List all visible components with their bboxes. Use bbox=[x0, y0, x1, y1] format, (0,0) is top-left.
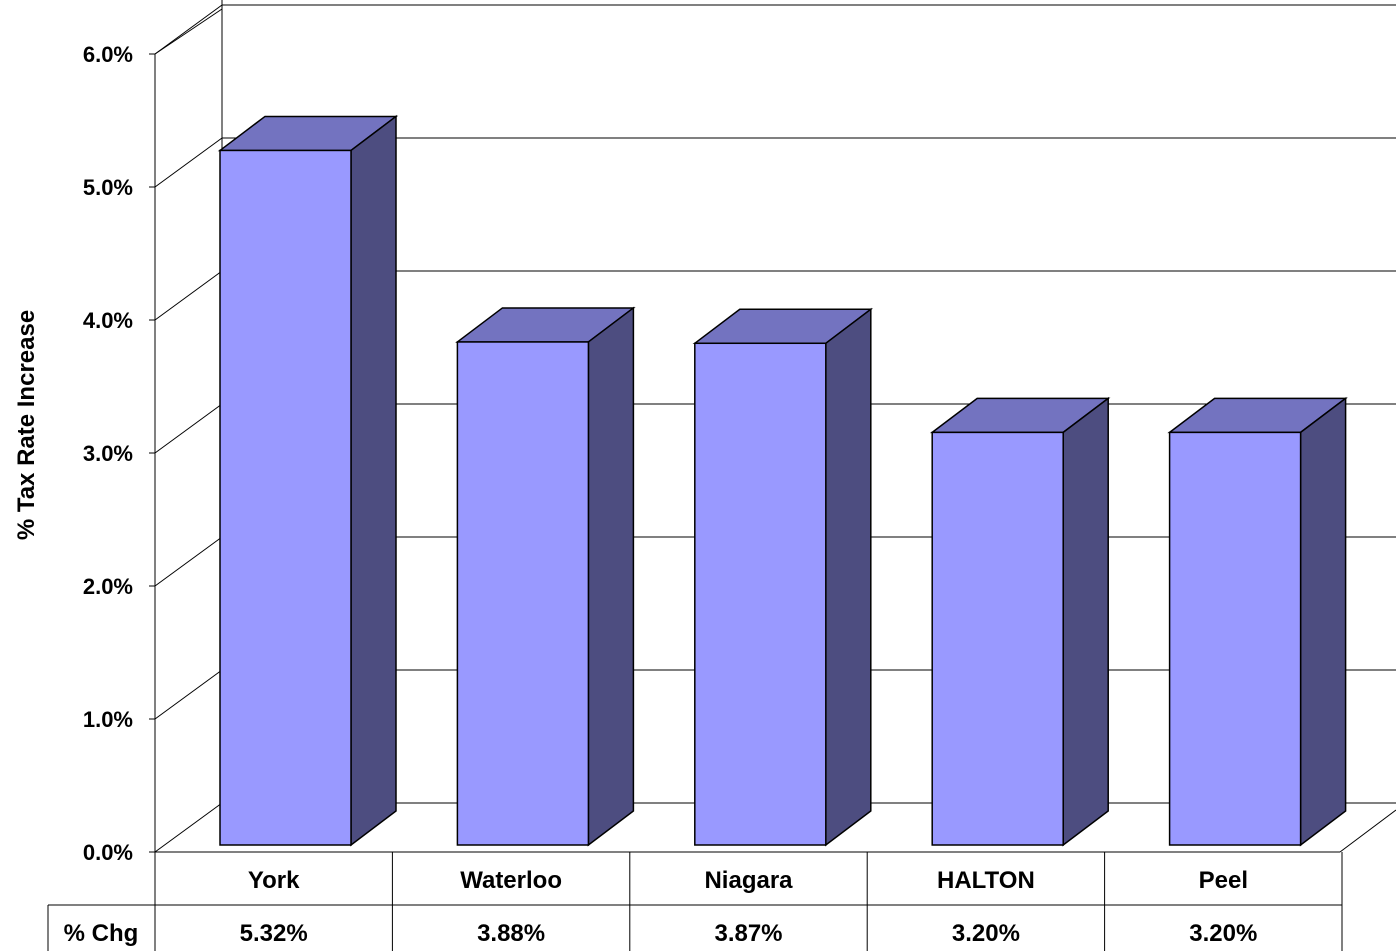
y-tick-label: 5.0% bbox=[83, 175, 133, 200]
bar-peel bbox=[1167, 396, 1348, 847]
table-cell: 5.32% bbox=[240, 920, 308, 947]
floor-right-edge bbox=[1339, 809, 1396, 853]
bar-side bbox=[1299, 396, 1347, 847]
y-tick-label: 1.0% bbox=[83, 707, 133, 732]
x-tick-label: Peel bbox=[1199, 867, 1248, 894]
bar-niagara bbox=[692, 307, 874, 847]
bar-waterloo bbox=[455, 306, 636, 847]
bar bbox=[931, 431, 1064, 846]
bar-side bbox=[350, 114, 397, 847]
bar bbox=[694, 342, 827, 846]
gridline-side bbox=[154, 4, 223, 55]
data-table: York 5.32% Waterloo 3.88% Niagara 3.87% HALTON… bbox=[47, 852, 1343, 951]
x-tick-label: Niagara bbox=[704, 867, 793, 894]
bars bbox=[217, 114, 1348, 847]
bar-side bbox=[825, 307, 872, 847]
bar bbox=[1168, 431, 1302, 846]
bar bbox=[456, 341, 590, 846]
x-tick-label: York bbox=[248, 867, 300, 894]
gridline-side bbox=[154, 403, 223, 454]
bar-york bbox=[217, 114, 399, 847]
table-cell: 3.20% bbox=[1189, 920, 1257, 947]
table-row-label: % Chg bbox=[64, 920, 139, 947]
gridline-side bbox=[154, 137, 223, 188]
y-tick-label: 0.0% bbox=[83, 840, 133, 865]
bar-halton bbox=[929, 396, 1111, 847]
y-tick-label: 2.0% bbox=[83, 574, 133, 599]
y-tick-label: 3.0% bbox=[83, 441, 133, 466]
bar-side bbox=[1062, 396, 1109, 847]
gridline-side bbox=[154, 802, 223, 853]
y-axis-label: % Tax Rate Increase bbox=[13, 310, 40, 540]
table-cell: 3.88% bbox=[477, 920, 545, 947]
y-tick-label: 6.0% bbox=[83, 42, 133, 67]
y-tick-label: 4.0% bbox=[83, 308, 133, 333]
table-cell: 3.20% bbox=[952, 920, 1020, 947]
x-tick-label: Waterloo bbox=[460, 867, 562, 894]
x-tick-label: HALTON bbox=[937, 867, 1035, 894]
bar-side bbox=[587, 306, 635, 847]
gridline-side bbox=[154, 270, 223, 321]
gridline-side bbox=[154, 669, 223, 720]
table-cell: 3.87% bbox=[714, 920, 782, 947]
bar bbox=[219, 149, 352, 846]
wall-top-diagonal bbox=[154, 8, 223, 55]
gridline-side bbox=[154, 536, 223, 587]
y-axis: 0.0% 1.0% 2.0% 3.0% 4.0% 5.0% 6.0% bbox=[83, 42, 155, 865]
